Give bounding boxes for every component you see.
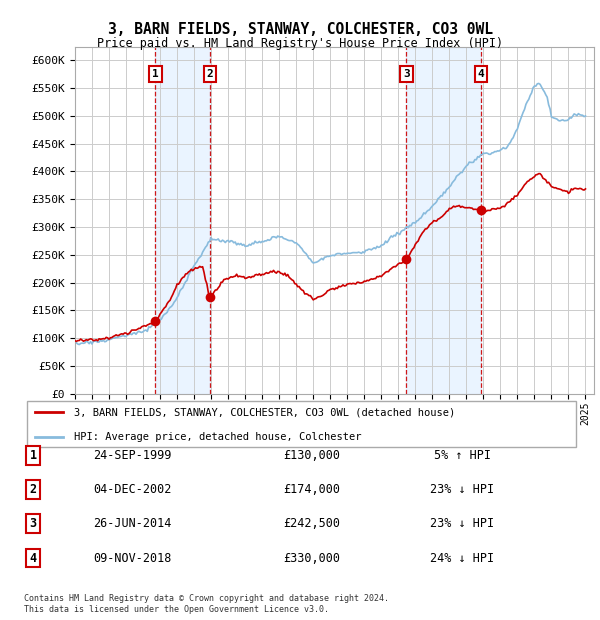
Text: 3, BARN FIELDS, STANWAY, COLCHESTER, CO3 0WL: 3, BARN FIELDS, STANWAY, COLCHESTER, CO3… xyxy=(107,22,493,37)
FancyBboxPatch shape xyxy=(27,401,576,448)
Text: 4: 4 xyxy=(29,552,37,564)
Text: 4: 4 xyxy=(478,69,484,79)
Text: £242,500: £242,500 xyxy=(284,518,341,530)
Text: 1: 1 xyxy=(29,450,37,462)
Text: 24% ↓ HPI: 24% ↓ HPI xyxy=(430,552,494,564)
Text: 5% ↑ HPI: 5% ↑ HPI xyxy=(433,450,491,462)
Text: 26-JUN-2014: 26-JUN-2014 xyxy=(93,518,171,530)
Text: This data is licensed under the Open Government Licence v3.0.: This data is licensed under the Open Gov… xyxy=(24,605,329,614)
Text: £330,000: £330,000 xyxy=(284,552,341,564)
Text: 3, BARN FIELDS, STANWAY, COLCHESTER, CO3 0WL (detached house): 3, BARN FIELDS, STANWAY, COLCHESTER, CO3… xyxy=(74,407,455,417)
Text: 2: 2 xyxy=(206,69,213,79)
Text: Contains HM Land Registry data © Crown copyright and database right 2024.: Contains HM Land Registry data © Crown c… xyxy=(24,595,389,603)
Text: 09-NOV-2018: 09-NOV-2018 xyxy=(93,552,171,564)
Text: £130,000: £130,000 xyxy=(284,450,341,462)
Text: Price paid vs. HM Land Registry's House Price Index (HPI): Price paid vs. HM Land Registry's House … xyxy=(97,37,503,50)
Bar xyxy=(406,46,481,394)
Text: 2: 2 xyxy=(29,484,37,496)
Text: 3: 3 xyxy=(403,69,410,79)
Text: 1: 1 xyxy=(152,69,159,79)
Text: £174,000: £174,000 xyxy=(284,484,341,496)
Text: 04-DEC-2002: 04-DEC-2002 xyxy=(93,484,171,496)
Bar xyxy=(155,46,210,394)
Text: 24-SEP-1999: 24-SEP-1999 xyxy=(93,450,171,462)
Text: 23% ↓ HPI: 23% ↓ HPI xyxy=(430,484,494,496)
Text: HPI: Average price, detached house, Colchester: HPI: Average price, detached house, Colc… xyxy=(74,432,361,442)
Text: 23% ↓ HPI: 23% ↓ HPI xyxy=(430,518,494,530)
Text: 3: 3 xyxy=(29,518,37,530)
